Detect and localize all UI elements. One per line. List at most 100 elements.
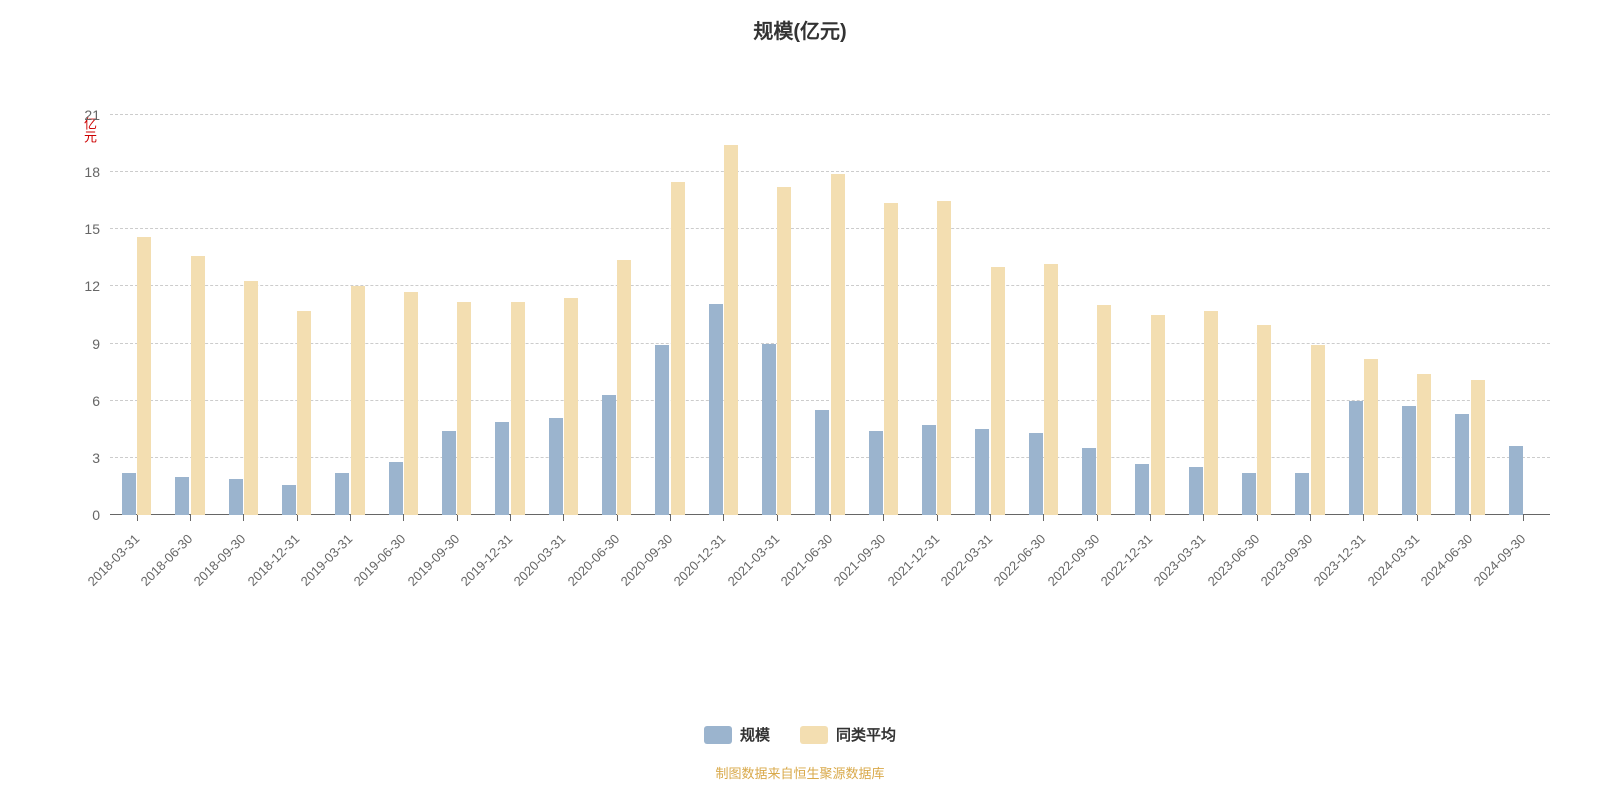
- x-tick: [510, 515, 511, 521]
- y-tick-label: 21: [84, 107, 100, 123]
- bar: [1402, 406, 1416, 515]
- legend-item: 规模: [704, 724, 770, 745]
- x-tick: [457, 515, 458, 521]
- x-tick: [1043, 515, 1044, 521]
- bar: [1455, 414, 1469, 515]
- bar: [564, 298, 578, 515]
- bar: [1044, 264, 1058, 515]
- bar: [937, 201, 951, 515]
- x-tick: [1363, 515, 1364, 521]
- y-tick-label: 0: [92, 507, 100, 523]
- x-tick: [1257, 515, 1258, 521]
- bar: [404, 292, 418, 515]
- bar: [709, 304, 723, 515]
- bar: [762, 344, 776, 515]
- bar: [724, 145, 738, 515]
- bar: [351, 286, 365, 515]
- bar: [297, 311, 311, 515]
- bar: [1082, 448, 1096, 515]
- bar: [1364, 359, 1378, 515]
- bar: [831, 174, 845, 515]
- bar: [1509, 446, 1523, 515]
- bar: [191, 256, 205, 515]
- bar: [617, 260, 631, 515]
- x-tick: [243, 515, 244, 521]
- bar: [457, 302, 471, 515]
- bar: [975, 429, 989, 515]
- bar: [884, 203, 898, 515]
- x-tick: [1310, 515, 1311, 521]
- x-tick: [883, 515, 884, 521]
- y-tick-label: 12: [84, 278, 100, 294]
- bar: [1349, 401, 1363, 515]
- gridline: [110, 114, 1550, 115]
- legend-label: 规模: [740, 724, 770, 745]
- bar: [1151, 315, 1165, 515]
- bar: [495, 422, 509, 515]
- x-tick: [1523, 515, 1524, 521]
- bar: [175, 477, 189, 515]
- bar: [1135, 464, 1149, 515]
- bar: [389, 462, 403, 515]
- bar: [655, 345, 669, 515]
- x-tick: [830, 515, 831, 521]
- gridline: [110, 171, 1550, 172]
- bar: [442, 431, 456, 515]
- bar: [1471, 380, 1485, 515]
- bar: [777, 187, 791, 515]
- x-tick: [937, 515, 938, 521]
- legend-swatch: [704, 726, 732, 744]
- chart-title: 规模(亿元): [0, 15, 1600, 44]
- x-tick: [777, 515, 778, 521]
- bar: [815, 410, 829, 515]
- legend-item: 同类平均: [800, 724, 896, 745]
- x-tick: [1203, 515, 1204, 521]
- bar: [1295, 473, 1309, 515]
- x-tick: [563, 515, 564, 521]
- y-tick-label: 18: [84, 164, 100, 180]
- bar: [1257, 325, 1271, 515]
- x-tick: [670, 515, 671, 521]
- bar: [511, 302, 525, 515]
- bar: [335, 473, 349, 515]
- plot-area: 0369121518212018-03-312018-06-302018-09-…: [110, 115, 1550, 515]
- x-tick: [403, 515, 404, 521]
- bar: [922, 425, 936, 515]
- x-tick: [1470, 515, 1471, 521]
- y-tick-label: 3: [92, 450, 100, 466]
- x-tick: [1097, 515, 1098, 521]
- x-tick: [190, 515, 191, 521]
- bar: [1311, 345, 1325, 515]
- bar: [1204, 311, 1218, 515]
- bar: [282, 485, 296, 515]
- x-tick: [990, 515, 991, 521]
- x-tick: [1150, 515, 1151, 521]
- x-tick: [723, 515, 724, 521]
- footer-note: 制图数据来自恒生聚源数据库: [0, 763, 1600, 782]
- bar: [122, 473, 136, 515]
- bar: [1417, 374, 1431, 515]
- x-tick: [137, 515, 138, 521]
- bar: [1029, 433, 1043, 515]
- bar: [1242, 473, 1256, 515]
- x-tick: [1417, 515, 1418, 521]
- x-tick: [297, 515, 298, 521]
- bar: [991, 267, 1005, 515]
- bar: [137, 237, 151, 515]
- legend-swatch: [800, 726, 828, 744]
- legend-label: 同类平均: [836, 724, 896, 745]
- bar: [1189, 467, 1203, 515]
- y-tick-label: 6: [92, 393, 100, 409]
- bar: [1097, 305, 1111, 515]
- y-tick-label: 15: [84, 221, 100, 237]
- legend: 规模 同类平均: [0, 724, 1600, 745]
- y-tick-label: 9: [92, 336, 100, 352]
- bar: [549, 418, 563, 515]
- bar: [671, 182, 685, 515]
- bar: [244, 281, 258, 515]
- bar: [602, 395, 616, 515]
- x-tick: [617, 515, 618, 521]
- bar: [229, 479, 243, 515]
- x-tick: [350, 515, 351, 521]
- bar: [869, 431, 883, 515]
